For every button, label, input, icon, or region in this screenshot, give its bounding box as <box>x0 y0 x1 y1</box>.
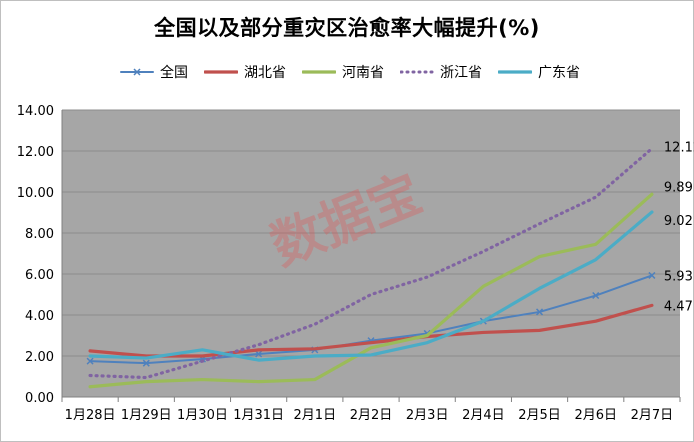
chart-title: 全国以及部分重灾区治愈率大幅提升(%) <box>154 16 540 40</box>
x-tick-label: 1月31日 <box>233 408 284 423</box>
series-line-3 <box>88 146 654 380</box>
legend-item: 浙江省 <box>400 62 482 82</box>
y-tick-label: 10.00 <box>17 186 54 201</box>
series-line-2 <box>88 192 654 389</box>
legend-label: 浙江省 <box>440 65 482 81</box>
y-tick-label: 4.00 <box>25 309 54 324</box>
legend-swatch <box>400 70 434 74</box>
x-tick-label: 2月6日 <box>574 408 617 423</box>
series-line-1 <box>88 303 654 358</box>
legend-label: 湖北省 <box>244 65 286 81</box>
data-point-marker <box>536 308 544 316</box>
data-point-marker <box>255 350 263 358</box>
x-tick-label: 2月7日 <box>631 408 674 423</box>
legend-swatch <box>302 70 336 74</box>
data-label: 5.93 <box>664 269 693 284</box>
y-tick-label: 0.00 <box>25 391 54 406</box>
x-tick-label: 2月1日 <box>294 408 337 423</box>
legend-item: 广东省 <box>498 62 580 82</box>
y-tick-label: 8.00 <box>25 227 54 242</box>
data-point-marker <box>648 271 656 279</box>
legend-item: 河南省 <box>302 62 384 82</box>
y-tick-label: 14.00 <box>17 104 54 119</box>
legend-swatch <box>498 70 532 74</box>
legend-item: 湖北省 <box>204 62 286 82</box>
legend-swatch <box>120 68 154 76</box>
y-tick-label: 2.00 <box>25 350 54 365</box>
data-label: 9.89 <box>664 180 693 195</box>
data-label: 12.12 <box>664 141 694 156</box>
data-point-marker <box>592 291 600 300</box>
x-tick-label: 2月4日 <box>462 408 505 423</box>
x-tick-label: 2月5日 <box>518 408 561 423</box>
x-tick-label: 2月3日 <box>406 408 449 423</box>
data-label: 4.47 <box>664 299 693 314</box>
x-tick-label: 1月29日 <box>121 408 172 423</box>
y-tick-label: 12.00 <box>17 145 54 160</box>
data-point-marker <box>142 359 150 367</box>
legend-item: 全国 <box>120 62 188 82</box>
y-tick-label: 6.00 <box>25 268 54 283</box>
data-point-marker <box>86 357 94 365</box>
legend-swatch <box>204 70 238 74</box>
legend: 全国 湖北省 河南省 浙江省 广东省 <box>120 62 596 82</box>
x-tick-label: 1月28日 <box>65 408 116 423</box>
data-label: 9.02 <box>664 214 693 229</box>
legend-label: 河南省 <box>342 65 384 81</box>
x-tick-label: 2月2日 <box>350 408 393 423</box>
legend-label: 广东省 <box>538 65 580 81</box>
legend-label: 全国 <box>160 65 188 81</box>
series-line-4 <box>88 210 654 362</box>
x-tick-label: 1月30日 <box>177 408 228 423</box>
